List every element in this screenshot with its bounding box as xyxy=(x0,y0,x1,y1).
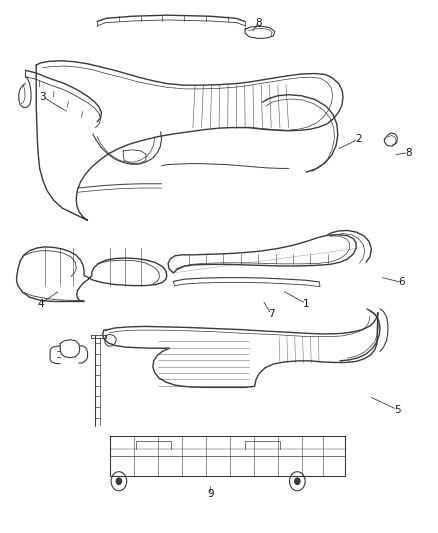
Text: 6: 6 xyxy=(399,277,405,287)
Circle shape xyxy=(116,478,121,484)
Text: 8: 8 xyxy=(405,148,412,158)
Text: 7: 7 xyxy=(268,309,275,319)
Text: 3: 3 xyxy=(39,92,46,102)
Text: 1: 1 xyxy=(303,298,309,309)
Circle shape xyxy=(295,478,300,484)
Text: 8: 8 xyxy=(255,18,261,28)
Text: 2: 2 xyxy=(355,134,362,144)
Text: 9: 9 xyxy=(207,489,214,499)
Text: 4: 4 xyxy=(37,298,44,309)
Text: 5: 5 xyxy=(394,405,401,415)
